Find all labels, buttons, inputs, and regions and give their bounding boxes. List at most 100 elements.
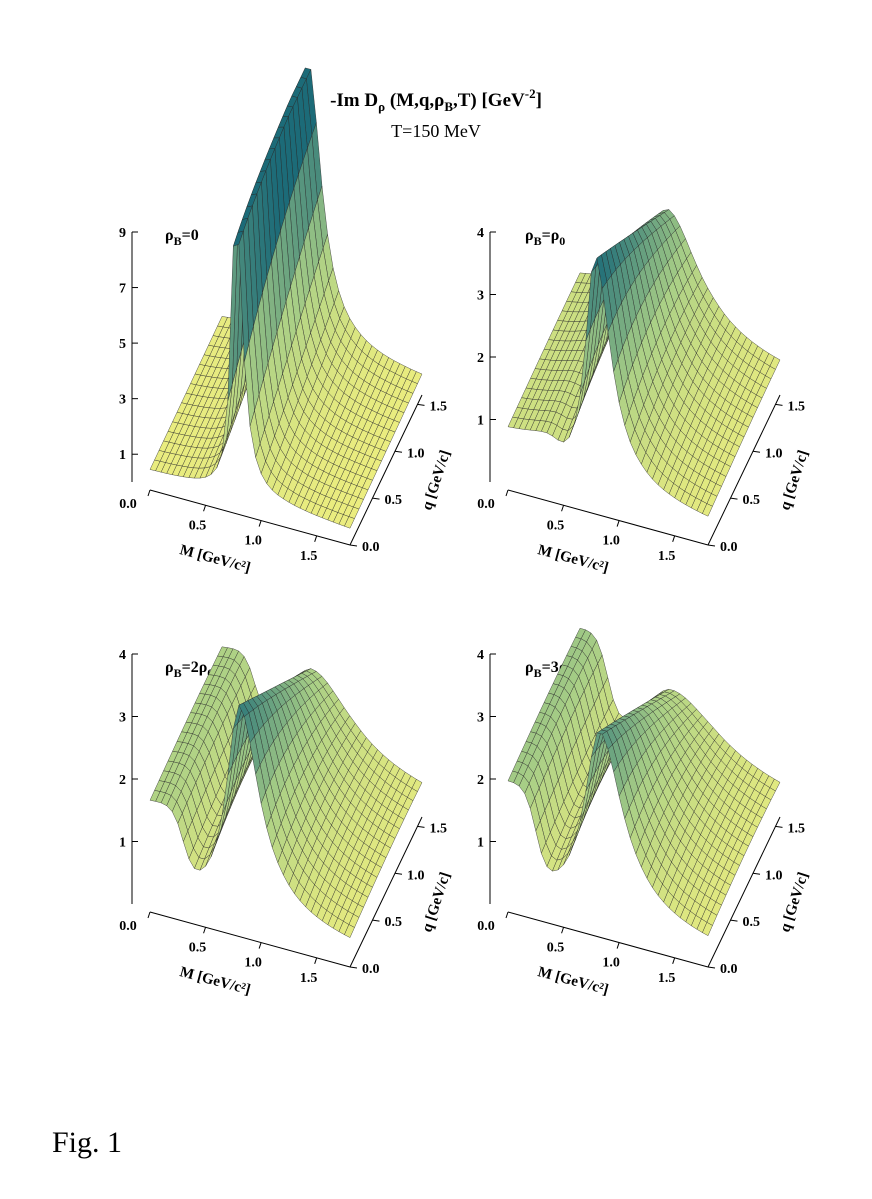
z-tick-label: 1 [477,414,484,429]
m-tick [147,489,151,497]
m-tick [258,942,262,949]
m-tick-label: 0.5 [547,940,565,955]
q-tick-label: 1.0 [407,446,425,461]
q-tick [417,825,425,828]
m-tick-label: 1.0 [244,534,262,549]
m-tick-label: 0.0 [119,497,137,512]
z-tick-label: 3 [119,393,126,408]
q-tick [775,825,783,828]
m-tick [203,505,207,512]
m-tick [672,957,676,964]
q-axis-line [349,816,423,968]
z-tick-label: 4 [477,648,484,663]
q-tick [394,450,403,453]
q-tick [372,919,380,922]
z-tick-label: 2 [119,773,126,788]
m-axis-label: M [GeV/c²] [178,964,252,998]
q-tick-label: 1.5 [430,399,448,414]
q-tick [349,544,358,547]
surface-panel-2: ρB=ρ0 0.0 0.5 1.0 1.5 0.0 0.5 1.0 1.5 1 2 3 4 M [GeV/… [477,209,812,576]
q-axis-line [707,394,781,546]
z-tick-label: 4 [119,648,126,663]
panel-label: ρB=ρ0 [525,227,565,248]
m-tick-label: 0.5 [189,518,207,533]
z-tick-label: 3 [477,711,484,726]
q-tick-label: 0.0 [362,540,380,555]
z-tick-label: 3 [477,289,484,304]
q-tick-label: 0.5 [743,493,761,508]
m-axis-label: M [GeV/c²] [536,542,610,576]
m-tick-label: 0.5 [189,940,207,955]
m-tick-label: 1.5 [658,549,676,564]
m-tick-label: 1.5 [300,549,318,564]
surface-mesh [149,67,423,529]
q-tick [394,872,403,875]
z-tick-label: 2 [477,351,484,366]
q-tick [417,403,425,406]
m-tick [203,927,207,934]
surface-mesh [507,627,781,936]
m-axis-label: M [GeV/c²] [178,542,252,576]
q-tick [707,966,716,969]
q-tick [752,872,761,875]
surface-cell [344,516,355,529]
q-axis-line [707,816,781,968]
m-tick-label: 0.0 [477,919,495,934]
m-tick-label: 1.0 [602,956,620,971]
q-tick [730,919,738,922]
z-tick-label: 7 [119,282,126,297]
q-tick [349,966,358,969]
q-tick [707,544,716,547]
m-tick-label: 1.5 [300,971,318,986]
q-tick [730,497,738,500]
m-tick [258,520,262,527]
z-tick-label: 5 [119,337,126,352]
m-tick [616,942,620,949]
q-tick [372,497,380,500]
q-tick-label: 1.5 [788,821,806,836]
q-tick-label: 1.5 [430,821,448,836]
q-axis-line [349,394,423,546]
q-axis-label: q [GeV/c] [419,448,453,512]
m-tick-label: 0.0 [119,919,137,934]
q-tick [775,403,783,406]
m-tick-label: 0.0 [477,497,495,512]
figure-caption: Fig. 1 [52,1126,122,1159]
q-axis-label: q [GeV/c] [777,870,811,934]
m-tick [505,489,509,497]
q-axis-label: q [GeV/c] [419,870,453,934]
q-tick-label: 1.0 [765,868,783,883]
m-tick [561,505,565,512]
q-tick-label: 0.0 [362,962,380,977]
surface-panels: ρB=0 0.0 0.5 1.0 1.5 0.0 0.5 1.0 1.5 1 3 5 7 9 M [GeV/… [119,67,812,998]
q-tick-label: 0.5 [743,915,761,930]
surface-mesh [149,646,423,938]
z-tick-label: 9 [119,226,126,241]
q-axis-label: q [GeV/c] [777,448,811,512]
m-tick [561,927,565,934]
panel-label: ρB=2ρ0 [165,659,213,680]
m-tick [505,911,509,919]
m-axis-label: M [GeV/c²] [536,964,610,998]
m-tick [314,957,318,964]
m-tick-label: 1.5 [658,971,676,986]
q-tick-label: 1.0 [407,868,425,883]
q-tick-label: 0.5 [385,493,403,508]
z-tick-label: 1 [477,836,484,851]
m-tick [147,911,151,919]
surface-panel-1: ρB=0 0.0 0.5 1.0 1.5 0.0 0.5 1.0 1.5 1 3 5 7 9 M [GeV/… [119,67,454,576]
q-tick-label: 1.5 [788,399,806,414]
z-tick-label: 2 [477,773,484,788]
surface-mesh [507,209,781,517]
z-tick-label: 4 [477,226,484,241]
m-tick [314,535,318,542]
surface-cell [702,922,713,936]
q-tick-label: 0.0 [720,540,738,555]
q-tick-label: 0.5 [385,915,403,930]
q-tick-label: 0.0 [720,962,738,977]
surface-cell [344,924,355,938]
q-tick [752,450,761,453]
z-tick-label: 1 [119,836,126,851]
